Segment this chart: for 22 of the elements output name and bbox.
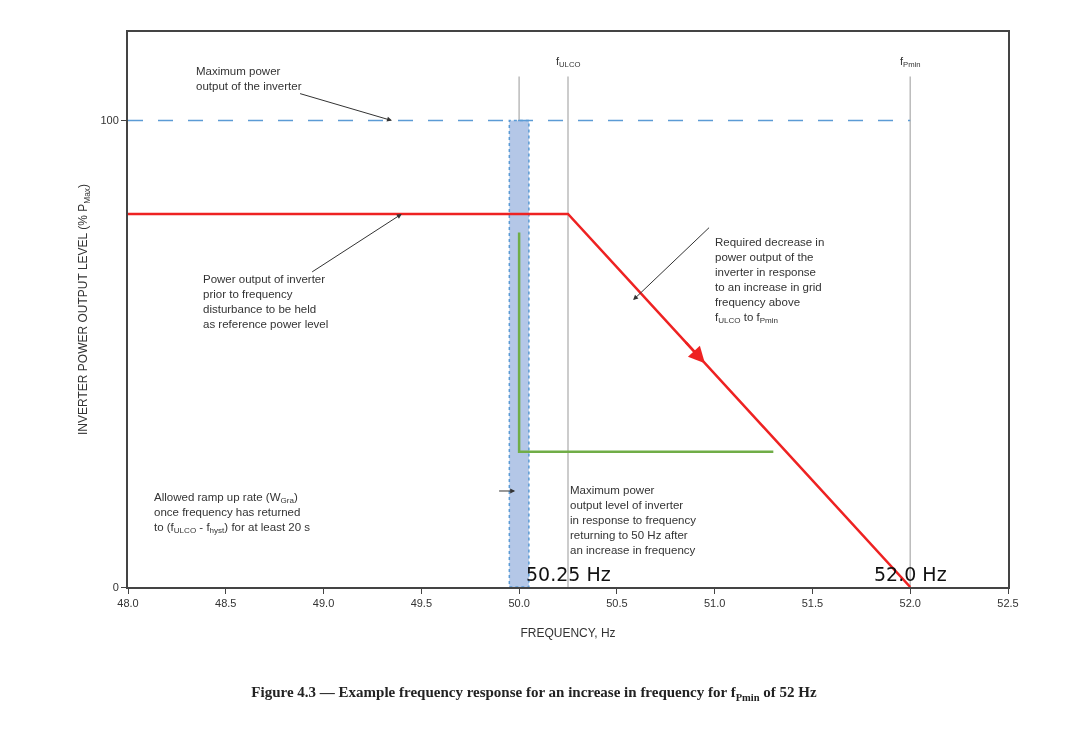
x-tick-label: 51.0	[703, 597, 726, 610]
x-tick-label: 49.5	[410, 597, 433, 610]
annotation: Maximum power output level of inverter in response to frequency returning to 50 Hz after an increase in frequency	[570, 484, 697, 556]
x-tick-label: 51.5	[801, 597, 824, 610]
y-tick-label: 0	[112, 580, 119, 593]
text: Required decrease in power output of the inverter in response to an increase in grid frequency above f$_{ULCO}$ to f$_{Pmin}$	[715, 236, 825, 326]
ref-line-label: f$_{Pmin}$	[900, 55, 921, 70]
text: Figure 4.3 — Example frequency response for an increase in frequency for f$_{Pmin}$ of 52 Hz	[251, 684, 817, 703]
x-tick-label: 52.5	[997, 597, 1019, 610]
y-tick-label: 100	[100, 114, 119, 127]
x-tick-label: 52.0	[899, 597, 921, 610]
annotation: Power output of inverter prior to frequency disturbance to be held as reference power level	[203, 273, 329, 330]
x-tick-label: 49.0	[312, 597, 335, 610]
ref-line-label: f$_{ULCO}$	[556, 55, 581, 70]
annotation: Maximum power output of the inverter	[196, 65, 302, 92]
x-tick-label: 48.5	[215, 597, 237, 610]
annotation: 50.25 Hz	[526, 563, 611, 585]
x-tick-label: 48.0	[117, 597, 139, 610]
x-tick-label: 50.0	[508, 597, 530, 610]
text: Allowed ramp up rate (W$_{Gra}$) once frequency has returned to (f$_{ULCO}$ - f$_{hyst}$) for at least 20 s	[154, 491, 311, 536]
x-tick-label: 50.5	[606, 597, 628, 610]
x-axis-title: FREQUENCY, Hz	[520, 625, 616, 640]
